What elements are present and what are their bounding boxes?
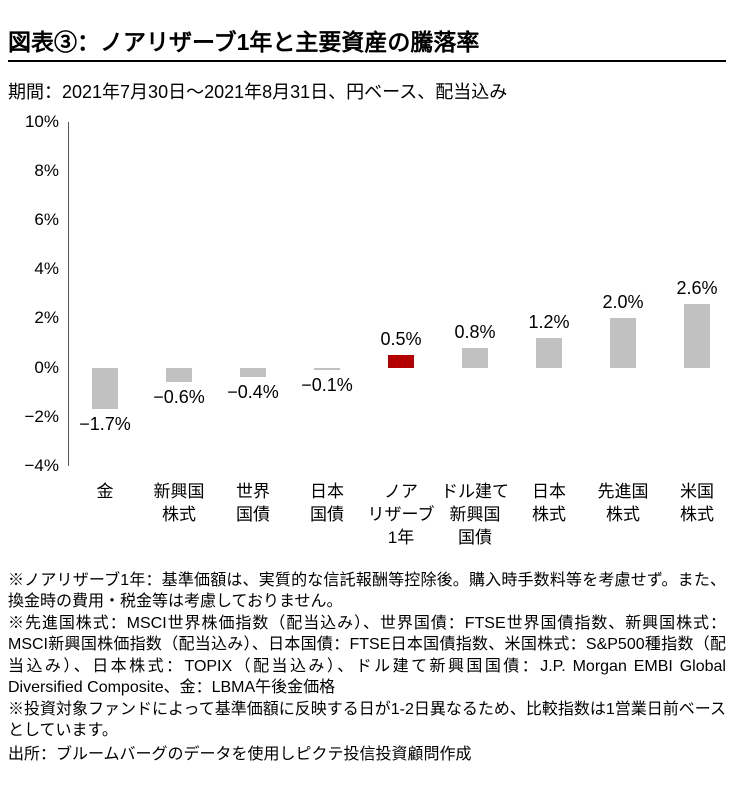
category-label: ノア リザーブ 1年 <box>367 481 435 547</box>
bar <box>314 367 340 370</box>
bar-chart: 10% 8% 6% 4% 2% 0% −2% −4% −1.7% 金 −0.6% 新興国 株式 −0.4… <box>8 111 726 566</box>
category-label: 日本 株式 <box>532 481 566 524</box>
bar <box>610 318 636 368</box>
y-axis <box>68 121 69 466</box>
category-label: 金 <box>96 481 114 501</box>
bar-value-label: −1.7% <box>79 414 131 435</box>
y-tick-label: 4% <box>34 259 59 279</box>
category-label: 先進国 株式 <box>597 481 649 524</box>
footnote: ※投資対象ファンドによって基準価額に反映する日が1-2日異なるため、比較指数は1… <box>8 700 726 740</box>
y-tick-label: 8% <box>34 160 59 180</box>
chart-subtitle: 期間：2021年7月30日～2021年8月31日、円ベース、配当込み <box>8 81 508 102</box>
category-label: 日本 国債 <box>310 481 344 524</box>
bar-value-label: −0.6% <box>153 387 205 408</box>
bar <box>92 367 118 410</box>
bar-value-label: 0.5% <box>380 329 422 350</box>
bar <box>240 367 266 378</box>
bar-value-label: −0.1% <box>301 374 353 395</box>
footnote: ※先進国株式：MSCI世界株価指数（配当込み）、世界国債：FTSE世界国債指数、… <box>8 614 726 697</box>
footnotes: ※ノアリザーブ1年：基準価額は、実質的な信託報酬等控除後。購入時手数料等を考慮せ… <box>8 570 726 742</box>
y-tick-label: 10% <box>24 111 59 131</box>
y-tick-label: 0% <box>34 357 59 377</box>
footnote: ※ノアリザーブ1年：基準価額は、実質的な信託報酬等控除後。購入時手数料等を考慮せ… <box>8 571 726 611</box>
source-note: 出所：ブルームバーグのデータを使用しピクテ投信投資顧問作成 <box>8 745 472 763</box>
category-label: 世界 国債 <box>236 481 270 524</box>
bar <box>536 338 562 368</box>
y-tick-label: −4% <box>24 455 60 475</box>
bar <box>166 367 192 383</box>
category-label: 米国 株式 <box>680 481 714 524</box>
bar <box>388 355 414 368</box>
chart-title: 図表③：ノアリザーブ1年と主要資産の騰落率 <box>8 23 726 63</box>
bar-value-label: −0.4% <box>227 382 279 403</box>
bar-value-label: 0.8% <box>454 321 496 342</box>
bar-value-label: 2.6% <box>676 277 718 298</box>
y-tick-label: −2% <box>24 406 60 426</box>
bar-value-label: 1.2% <box>528 312 570 333</box>
bar <box>684 303 710 368</box>
page: 図表③：ノアリザーブ1年と主要資産の騰落率 期間：2021年7月30日～2021… <box>8 23 726 763</box>
category-label: ドル建て 新興国 国債 <box>441 481 509 547</box>
y-tick-label: 6% <box>34 210 59 230</box>
bar-value-label: 2.0% <box>602 292 644 313</box>
bar <box>462 347 488 368</box>
y-tick-label: 2% <box>34 308 59 328</box>
category-label: 新興国 株式 <box>153 481 205 524</box>
